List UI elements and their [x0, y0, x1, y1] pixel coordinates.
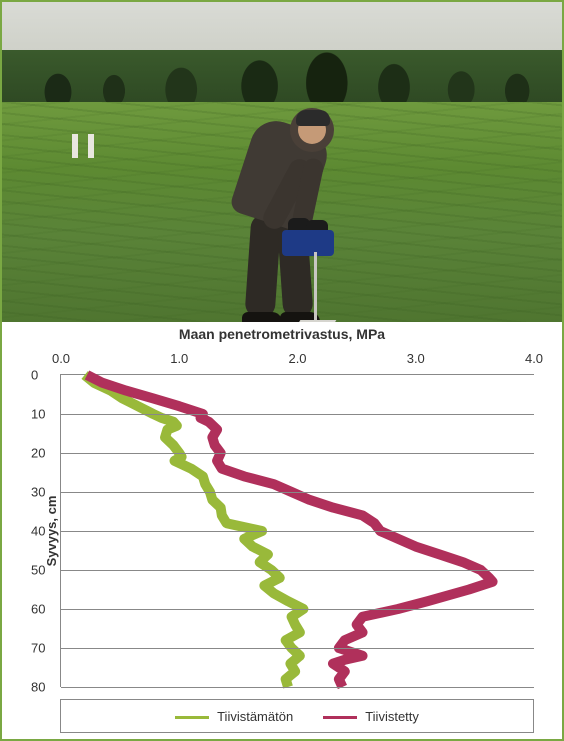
legend-swatch	[175, 716, 209, 719]
gridline	[61, 648, 534, 649]
legend-item: Tiivistämätön	[175, 709, 293, 724]
chart-title: Maan penetrometrivastus, MPa	[2, 326, 562, 342]
figure-frame: Maan penetrometrivastus, MPa Syvyys, cm …	[0, 0, 564, 741]
plot-area: 010203040506070800.01.02.03.04.0	[60, 374, 534, 687]
gridline	[61, 570, 534, 571]
field-marker	[72, 134, 78, 158]
y-tick-label: 60	[31, 602, 45, 617]
y-axis-label: Syvyys, cm	[44, 495, 59, 566]
y-tick-label: 80	[31, 680, 45, 695]
person-with-penetrometer	[202, 60, 372, 320]
x-tick-label: 1.0	[170, 351, 188, 366]
field-photo	[2, 2, 562, 322]
gridline	[61, 414, 534, 415]
y-tick-label: 0	[31, 368, 38, 383]
y-tick-label: 20	[31, 446, 45, 461]
y-tick-label: 70	[31, 641, 45, 656]
legend-label: Tiivistämätön	[217, 709, 293, 724]
gridline	[61, 492, 534, 493]
penetrometer-device	[282, 230, 334, 256]
y-tick-label: 40	[31, 524, 45, 539]
gridline	[61, 687, 534, 688]
y-tick-label: 30	[31, 485, 45, 500]
x-tick-label: 2.0	[288, 351, 306, 366]
field-marker	[88, 134, 94, 158]
penetrometer-rod	[314, 252, 317, 322]
gridline	[61, 531, 534, 532]
legend-swatch	[323, 716, 357, 719]
gridline	[61, 453, 534, 454]
penetrometer-chart: Maan penetrometrivastus, MPa Syvyys, cm …	[2, 322, 562, 739]
x-tick-label: 4.0	[525, 351, 543, 366]
legend-label: Tiivistetty	[365, 709, 419, 724]
chart-legend: Tiivistämätön Tiivistetty	[60, 699, 534, 733]
y-tick-label: 50	[31, 563, 45, 578]
gridline	[61, 609, 534, 610]
legend-item: Tiivistetty	[323, 709, 419, 724]
x-tick-label: 3.0	[407, 351, 425, 366]
y-tick-label: 10	[31, 407, 45, 422]
x-tick-label: 0.0	[52, 351, 70, 366]
